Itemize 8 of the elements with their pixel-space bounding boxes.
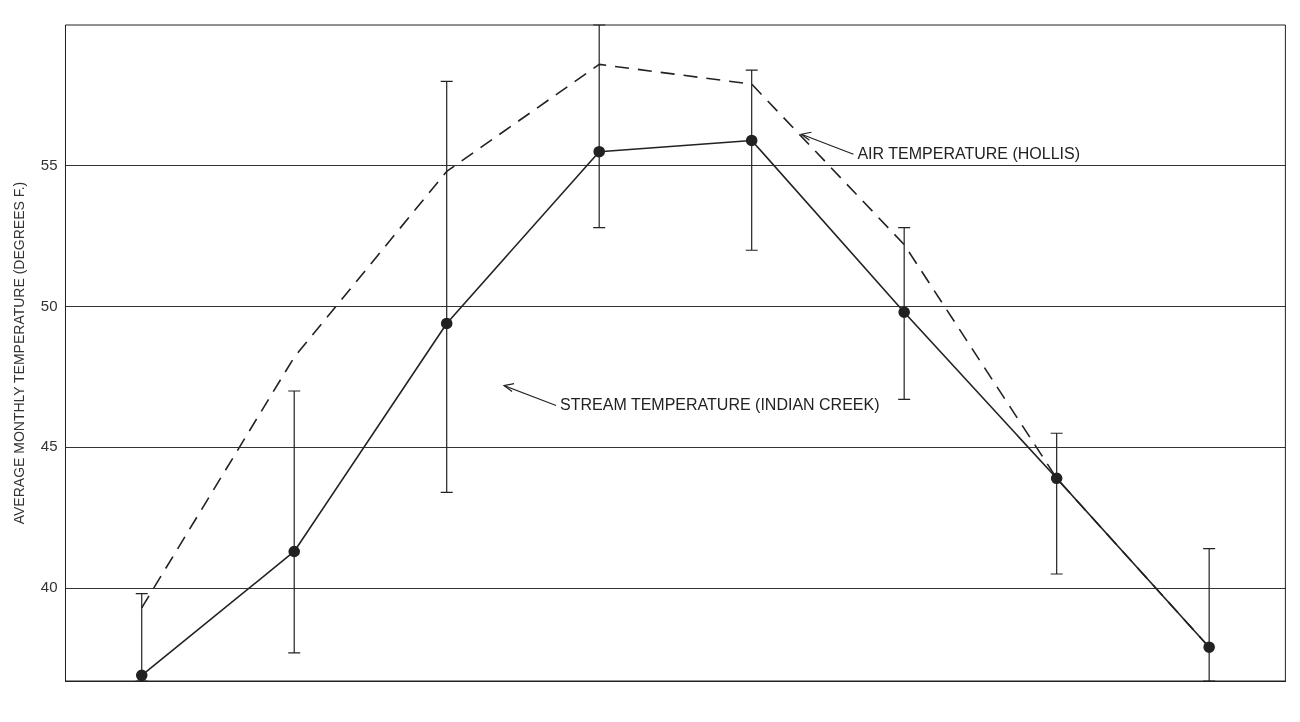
point [288, 545, 301, 558]
y-tick-label: 40 [40, 578, 58, 596]
y-tick-label: 50 [40, 296, 58, 314]
annotation: AIR TEMPERATURE (HOLLIS) [857, 144, 1080, 162]
y-tick-label: 55 [40, 155, 58, 173]
annotation: STREAM TEMPERATURE (INDIAN CREEK) [560, 395, 880, 413]
y-tick-label: 45 [40, 437, 58, 455]
y-axis-title: AVERAGE MONTHLY TEMPERATURE (DEGREES F.) [11, 181, 28, 525]
